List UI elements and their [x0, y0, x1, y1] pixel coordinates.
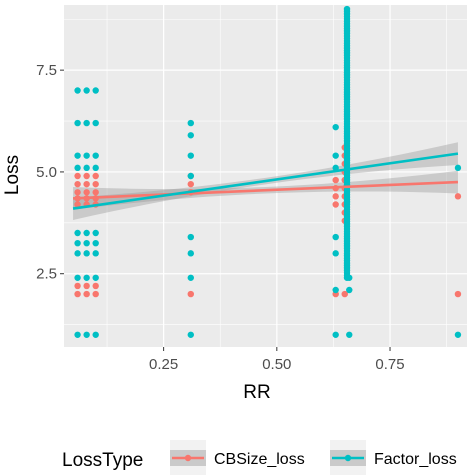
legend: LossType CBSize_loss Factor_loss	[62, 440, 457, 475]
data-point	[92, 152, 99, 159]
data-point	[346, 286, 353, 294]
data-point	[187, 290, 194, 298]
data-point	[332, 331, 339, 338]
y-tick-label: 7.5	[36, 62, 57, 79]
data-point	[187, 250, 194, 257]
y-tick-label: 2.5	[36, 266, 57, 283]
data-point	[74, 189, 81, 196]
data-point	[83, 274, 90, 281]
data-point	[92, 180, 99, 188]
legend-label: CBSize_loss	[214, 451, 305, 468]
data-point	[74, 239, 81, 247]
data-point	[83, 180, 90, 188]
x-tick-label: 0.75	[375, 356, 404, 373]
x-axis-ticks: 0.25 0.50 0.75	[149, 347, 405, 373]
x-tick-label: 0.25	[149, 356, 178, 373]
plot-panel	[64, 5, 467, 347]
data-point	[332, 250, 339, 257]
data-point	[454, 290, 462, 298]
legend-key-point	[344, 454, 352, 462]
data-point	[74, 229, 81, 237]
data-point	[343, 5, 351, 13]
data-point	[74, 87, 81, 94]
y-tick-label: 5.0	[36, 164, 57, 181]
data-point	[92, 250, 99, 257]
data-point	[92, 331, 99, 338]
data-point	[454, 164, 462, 172]
data-point	[74, 152, 81, 159]
data-point	[332, 152, 339, 159]
legend-label: Factor_loss	[374, 451, 457, 468]
data-point	[187, 132, 194, 139]
data-point	[74, 201, 81, 208]
data-point	[74, 180, 81, 188]
y-axis-ticks: 2.5 5.0 7.5	[36, 62, 64, 283]
x-tick-label: 0.50	[262, 356, 291, 373]
grid-minor	[64, 5, 467, 347]
data-point	[74, 331, 81, 338]
data-point	[74, 282, 81, 290]
data-point	[83, 331, 90, 338]
data-point	[83, 87, 90, 94]
data-point	[83, 189, 90, 196]
data-point	[74, 290, 81, 298]
data-point	[74, 274, 81, 281]
data-point	[92, 172, 99, 180]
x-axis-title: RR	[243, 382, 270, 403]
data-point	[83, 164, 90, 172]
data-point	[83, 152, 90, 159]
data-point	[187, 180, 194, 188]
grid-major	[64, 5, 467, 347]
data-point	[74, 119, 81, 127]
y-axis-title: Loss	[2, 155, 23, 195]
data-point	[346, 274, 353, 281]
trend-line	[73, 180, 458, 200]
data-point	[341, 290, 348, 298]
data-point	[332, 286, 339, 294]
data-point	[92, 274, 99, 281]
data-point	[454, 331, 462, 338]
data-point	[74, 250, 81, 257]
data-point	[83, 119, 90, 127]
data-point	[332, 123, 339, 131]
trend-lines	[72, 152, 459, 210]
data-point	[346, 331, 353, 338]
data-point	[187, 119, 194, 127]
data-point	[92, 239, 99, 247]
data-point	[83, 282, 90, 290]
data-point	[92, 189, 99, 196]
data-point	[92, 119, 99, 127]
data-point	[92, 87, 99, 94]
trend-line	[72, 152, 459, 210]
data-point	[92, 282, 99, 290]
data-point	[187, 233, 194, 241]
data-point	[187, 331, 194, 338]
data-point	[83, 239, 90, 247]
data-point	[83, 250, 90, 257]
data-point	[332, 193, 339, 200]
data-point	[74, 164, 81, 172]
data-point	[332, 233, 339, 241]
data-point	[74, 172, 81, 180]
data-point	[92, 229, 99, 237]
data-point	[187, 172, 194, 180]
data-point	[332, 176, 339, 184]
legend-items: CBSize_loss Factor_loss	[170, 440, 457, 475]
data-point	[332, 164, 339, 172]
data-point	[83, 290, 90, 298]
data-point	[92, 290, 99, 298]
data-point	[187, 274, 194, 281]
legend-title: LossType	[62, 450, 143, 471]
data-point	[332, 201, 339, 208]
legend-key-point	[184, 454, 192, 462]
data-point	[83, 172, 90, 180]
data-point	[83, 229, 90, 237]
data-point	[92, 164, 99, 172]
data-point	[187, 152, 194, 159]
data-point	[454, 193, 462, 200]
